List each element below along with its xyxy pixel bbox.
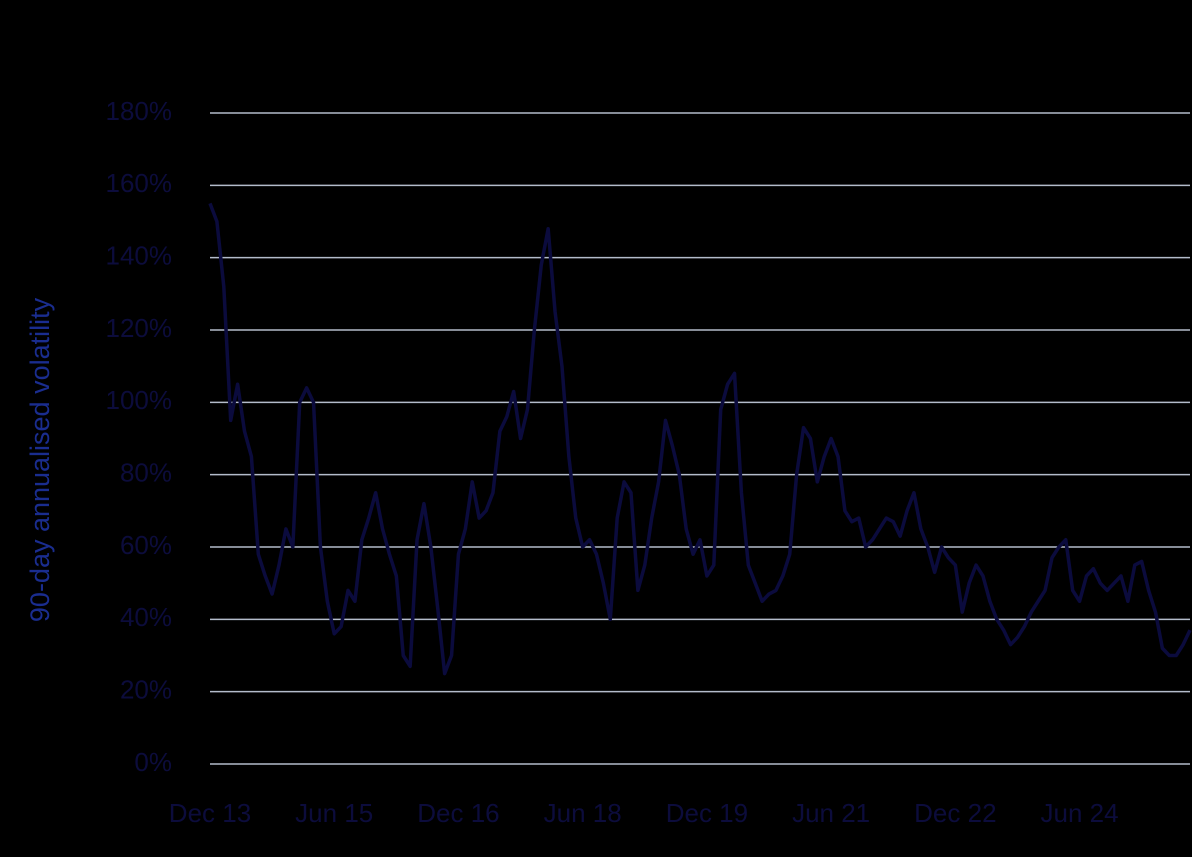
- y-tick-label: 180%: [106, 96, 173, 126]
- y-tick-label: 80%: [120, 458, 172, 488]
- x-tick-label: Jun 21: [792, 798, 870, 828]
- x-tick-label: Jun 18: [544, 798, 622, 828]
- x-tick-label: Jun 15: [295, 798, 373, 828]
- x-tick-label: Dec 19: [666, 798, 748, 828]
- y-tick-label: 0%: [134, 747, 172, 777]
- y-axis-title: 90-day annualised volatility: [25, 297, 55, 622]
- y-tick-label: 60%: [120, 530, 172, 560]
- y-tick-label: 120%: [106, 313, 173, 343]
- y-tick-label: 160%: [106, 168, 173, 198]
- x-tick-label: Dec 13: [169, 798, 251, 828]
- data-line: [208, 202, 1192, 676]
- y-tick-label: 40%: [120, 602, 172, 632]
- y-tick-label: 100%: [106, 385, 173, 415]
- y-tick-label: 20%: [120, 675, 172, 705]
- y-tick-label: 140%: [106, 241, 173, 271]
- x-tick-label: Jun 24: [1041, 798, 1119, 828]
- x-tick-label: Dec 16: [417, 798, 499, 828]
- x-tick-label: Dec 22: [914, 798, 996, 828]
